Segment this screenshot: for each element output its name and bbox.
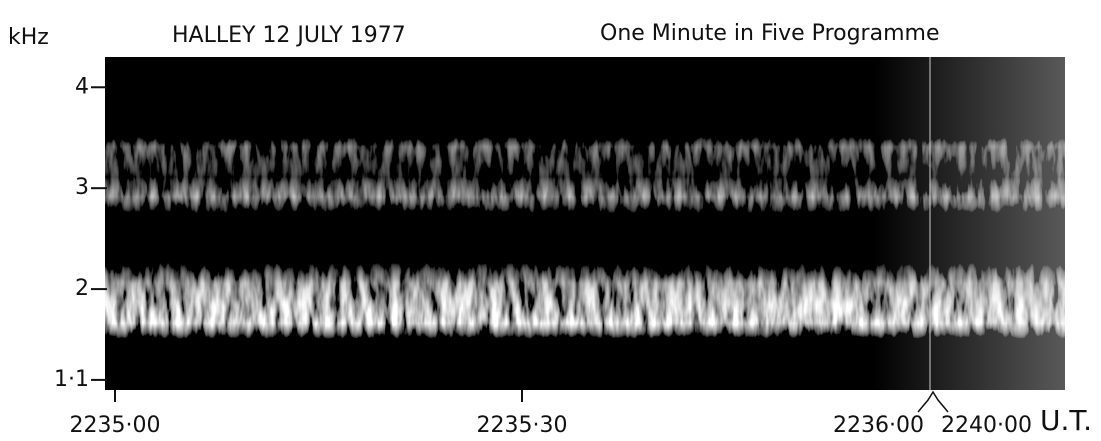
x-tick-label: 2235·00 <box>70 413 161 438</box>
axis-break <box>917 390 949 413</box>
y-tick-label: 3 <box>75 175 89 200</box>
x-tick-label: 2235·30 <box>477 413 568 438</box>
y-tick-label: 1·1 <box>54 367 89 392</box>
x-tick-label: 2240·00 <box>941 413 1032 438</box>
spectrogram-image <box>105 57 1065 390</box>
x-unit: U.T. <box>1040 404 1092 437</box>
y-unit: kHz <box>8 25 49 50</box>
y-tick-label: 4 <box>75 74 89 99</box>
y-tick-label: 2 <box>75 276 89 301</box>
chart-title: HALLEY 12 JULY 1977 <box>172 23 406 48</box>
chart-subtitle: One Minute in Five Programme <box>600 21 939 46</box>
x-tick-label: 2236·00 <box>833 413 924 438</box>
